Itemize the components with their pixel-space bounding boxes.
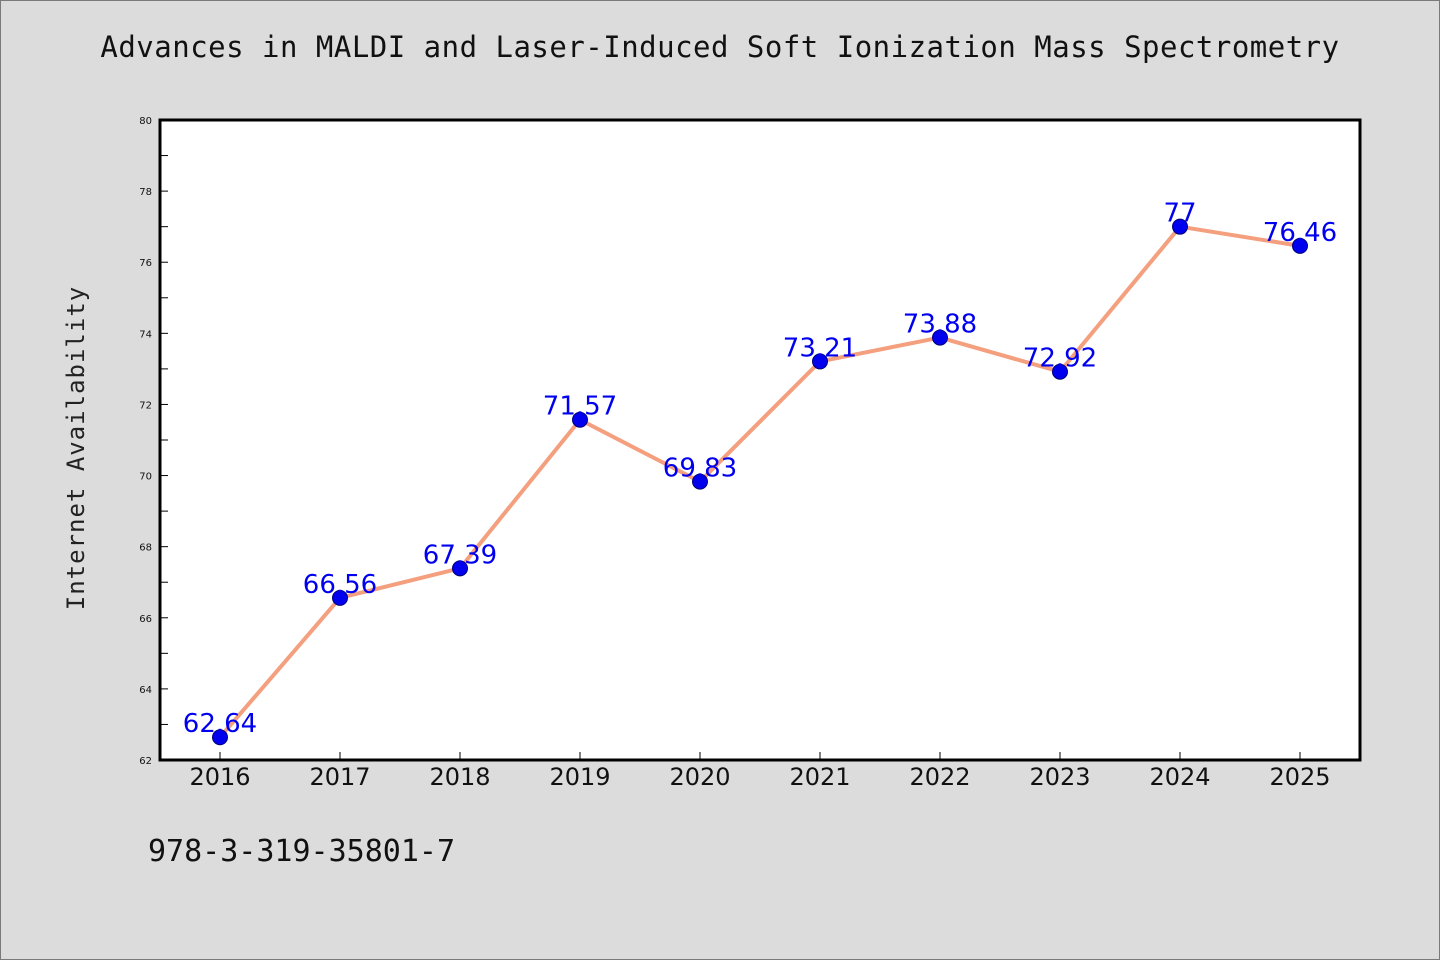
y-tick-label: 76 xyxy=(139,258,152,269)
x-tick-label: 2021 xyxy=(789,763,850,791)
x-tick-label: 2019 xyxy=(549,763,610,791)
y-axis-label: Internet Availability xyxy=(62,286,90,610)
x-tick-label: 2017 xyxy=(309,763,370,791)
x-tick-label: 2020 xyxy=(669,763,730,791)
data-label: 67.39 xyxy=(423,540,497,570)
y-tick-label: 80 xyxy=(139,116,152,127)
series-markers xyxy=(212,218,1308,746)
data-point xyxy=(572,411,588,428)
x-axis: 2016 2017 2018 2019 2020 2021 2022 2023 2024 2025 xyxy=(189,752,1331,791)
data-label: 69.83 xyxy=(663,454,737,484)
data-label: 62.64 xyxy=(183,709,257,739)
data-point xyxy=(1292,237,1308,254)
plot-border xyxy=(158,118,1362,762)
data-point xyxy=(332,589,348,606)
data-label: 73.88 xyxy=(903,310,977,340)
data-label: 77 xyxy=(1163,199,1196,229)
data-point xyxy=(1172,218,1188,235)
data-point xyxy=(1052,363,1068,380)
x-tick-label: 2023 xyxy=(1029,763,1090,791)
x-tick-label: 2025 xyxy=(1269,763,1330,791)
y-tick-label: 66 xyxy=(139,614,152,625)
data-label: 76.46 xyxy=(1263,218,1337,248)
series-line xyxy=(218,224,1301,739)
y-tick-label: 74 xyxy=(139,329,152,340)
x-tick-label: 2018 xyxy=(429,763,490,791)
data-point xyxy=(692,473,708,490)
y-tick-label: 70 xyxy=(139,472,152,483)
data-label: 72.92 xyxy=(1023,344,1097,374)
y-tick-label: 78 xyxy=(139,187,152,198)
data-point xyxy=(932,329,948,346)
data-label: 71.57 xyxy=(543,392,617,422)
y-tick-label: 64 xyxy=(139,685,152,696)
y-tick-label: 72 xyxy=(139,400,152,411)
x-tick-label: 2016 xyxy=(189,763,250,791)
isbn-text: 978-3-319-35801-7 xyxy=(148,834,456,869)
data-point xyxy=(212,729,228,746)
data-point xyxy=(452,560,468,577)
x-tick-label: 2022 xyxy=(909,763,970,791)
y-tick-label: 68 xyxy=(139,543,152,554)
data-label: 66.56 xyxy=(303,570,377,600)
data-point xyxy=(812,353,828,370)
data-label: 73.21 xyxy=(783,333,857,363)
chart-title: Advances in MALDI and Laser-Induced Soft… xyxy=(100,30,1340,64)
y-tick-label: 62 xyxy=(139,756,152,767)
data-labels: 62.64 66.56 67.39 71.57 69.83 73.21 73.88 72.92… xyxy=(183,199,1337,740)
plot-area xyxy=(160,120,1360,760)
x-tick-label: 2024 xyxy=(1149,763,1210,791)
